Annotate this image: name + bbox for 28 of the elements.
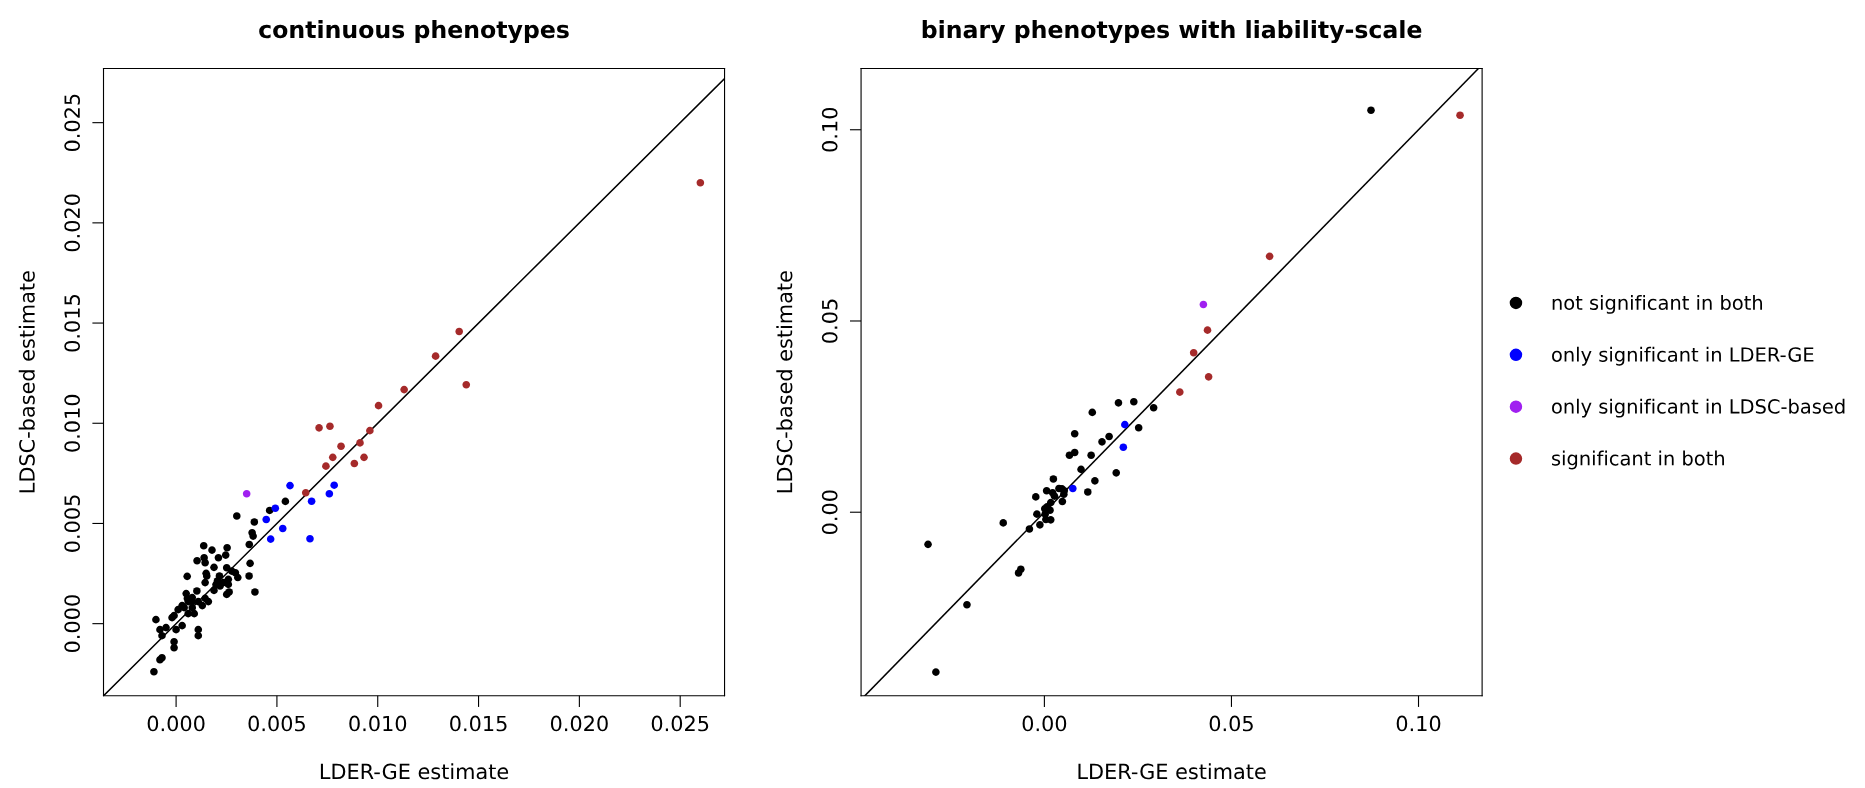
y-tick-label: 0.05 — [821, 299, 838, 343]
chart-title: binary phenotypes with liability-scale — [922, 20, 1422, 44]
x-axis-title: LDER-GE estimate — [320, 763, 509, 780]
x-axis-title: LDER-GE estimate — [1078, 763, 1266, 780]
chart-title: continuous phenotypes — [259, 20, 569, 44]
x-tick-label: 0.10 — [1396, 715, 1441, 732]
x-tick-label: 0.005 — [248, 715, 305, 732]
y-tick-label: 0.10 — [821, 107, 838, 152]
y-tick-label: 0.010 — [64, 394, 81, 452]
legend-label: only significant in LDER-GE — [1552, 346, 1814, 366]
x-tick-label: 0.05 — [1209, 715, 1253, 732]
y-tick-label: 0.025 — [64, 94, 81, 152]
y-axis-title: LDSC-based estimate — [776, 271, 793, 493]
y-tick-label: 0.015 — [64, 295, 81, 352]
y-tick-label: 0.005 — [64, 495, 81, 552]
y-tick-label: 0.020 — [64, 194, 81, 252]
x-tick-label: 0.020 — [550, 715, 608, 732]
y-tick-label: 0.00 — [821, 490, 838, 535]
legend-label: not significant in both — [1552, 294, 1763, 314]
x-tick-label: 0.000 — [147, 715, 205, 732]
y-axis-title: LDSC-based estimate — [18, 271, 35, 493]
legend-label: significant in both — [1552, 450, 1724, 470]
x-tick-label: 0.015 — [450, 715, 507, 732]
legend-label: only significant in LDSC-based — [1552, 398, 1845, 418]
x-tick-label: 0.025 — [651, 715, 709, 732]
x-tick-label: 0.010 — [349, 715, 407, 732]
x-tick-label: 0.00 — [1022, 715, 1067, 732]
y-tick-label: 0.000 — [64, 595, 81, 653]
